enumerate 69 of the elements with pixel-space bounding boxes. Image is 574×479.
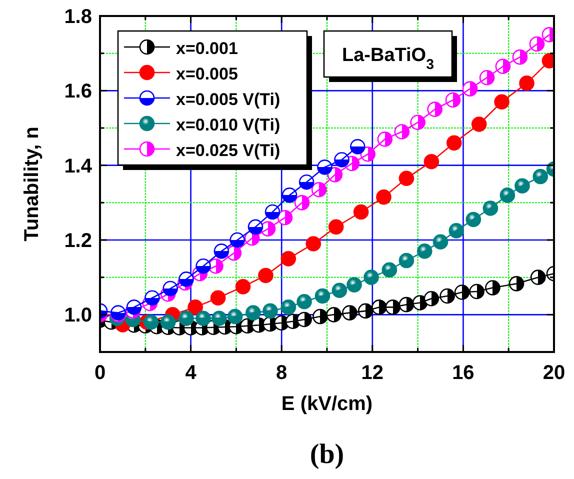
point bbox=[350, 139, 366, 154]
legend-label: x=0.005 bbox=[176, 64, 238, 84]
point bbox=[210, 290, 226, 306]
point bbox=[196, 258, 211, 274]
legend-label: x=0.025 V(Ti) bbox=[176, 141, 280, 160]
point bbox=[298, 174, 314, 190]
point bbox=[448, 223, 464, 238]
y-tick-label: 1.2 bbox=[64, 230, 92, 252]
point bbox=[446, 135, 462, 151]
point bbox=[532, 168, 548, 184]
y-tick-label: 1.0 bbox=[64, 304, 92, 327]
legend-label: x=0.005 V(Ti) bbox=[176, 90, 280, 109]
point bbox=[508, 276, 524, 292]
x-tick-label: 16 bbox=[452, 362, 474, 384]
annotation: La-BaTiO$_{3}$ bbox=[342, 45, 434, 73]
point bbox=[280, 300, 296, 315]
point bbox=[264, 204, 280, 220]
point bbox=[162, 280, 178, 296]
legend-label: x=0.001 bbox=[176, 39, 238, 58]
point bbox=[479, 70, 495, 86]
x-tick-label: 0 bbox=[94, 362, 106, 384]
y-tick-label: 1.4 bbox=[64, 155, 93, 178]
point bbox=[342, 305, 358, 320]
point bbox=[230, 232, 245, 248]
point bbox=[214, 244, 230, 259]
x-tick-label: 20 bbox=[542, 362, 566, 384]
point bbox=[416, 244, 432, 259]
point bbox=[410, 114, 426, 130]
point bbox=[514, 178, 530, 194]
point bbox=[144, 290, 160, 306]
point bbox=[500, 188, 516, 203]
y-tick-label: 1.6 bbox=[64, 80, 92, 103]
point bbox=[377, 132, 393, 147]
point bbox=[235, 279, 251, 294]
point bbox=[212, 310, 227, 326]
point bbox=[126, 300, 142, 315]
point bbox=[482, 200, 498, 216]
point bbox=[382, 262, 398, 278]
x-axis-title: E (kV/cm) bbox=[281, 393, 373, 415]
point bbox=[424, 154, 440, 170]
point bbox=[317, 160, 332, 175]
point bbox=[519, 76, 534, 91]
legend-label: x=0.010 V(Ti) bbox=[176, 116, 280, 134]
point bbox=[306, 236, 322, 252]
y-axis-title: Tunability, n bbox=[21, 126, 43, 242]
y-tick-label: 1.8 bbox=[64, 6, 92, 28]
text: (b) bbox=[310, 439, 344, 470]
point bbox=[178, 310, 194, 326]
point bbox=[427, 102, 442, 117]
point bbox=[248, 219, 264, 235]
point bbox=[246, 305, 261, 320]
point bbox=[353, 204, 369, 220]
point bbox=[364, 270, 379, 285]
point bbox=[346, 277, 362, 292]
point bbox=[432, 234, 448, 250]
point bbox=[296, 294, 312, 310]
point bbox=[178, 272, 194, 287]
point bbox=[454, 284, 470, 300]
point bbox=[326, 307, 342, 322]
point bbox=[530, 270, 546, 285]
point bbox=[394, 124, 410, 140]
point bbox=[334, 152, 350, 168]
point bbox=[466, 212, 482, 228]
point bbox=[280, 251, 296, 266]
x-tick-label: 8 bbox=[276, 362, 288, 384]
x-tick-label: 4 bbox=[185, 362, 198, 384]
x-tick-label: 12 bbox=[361, 362, 384, 384]
point bbox=[485, 280, 500, 296]
point bbox=[196, 310, 211, 326]
